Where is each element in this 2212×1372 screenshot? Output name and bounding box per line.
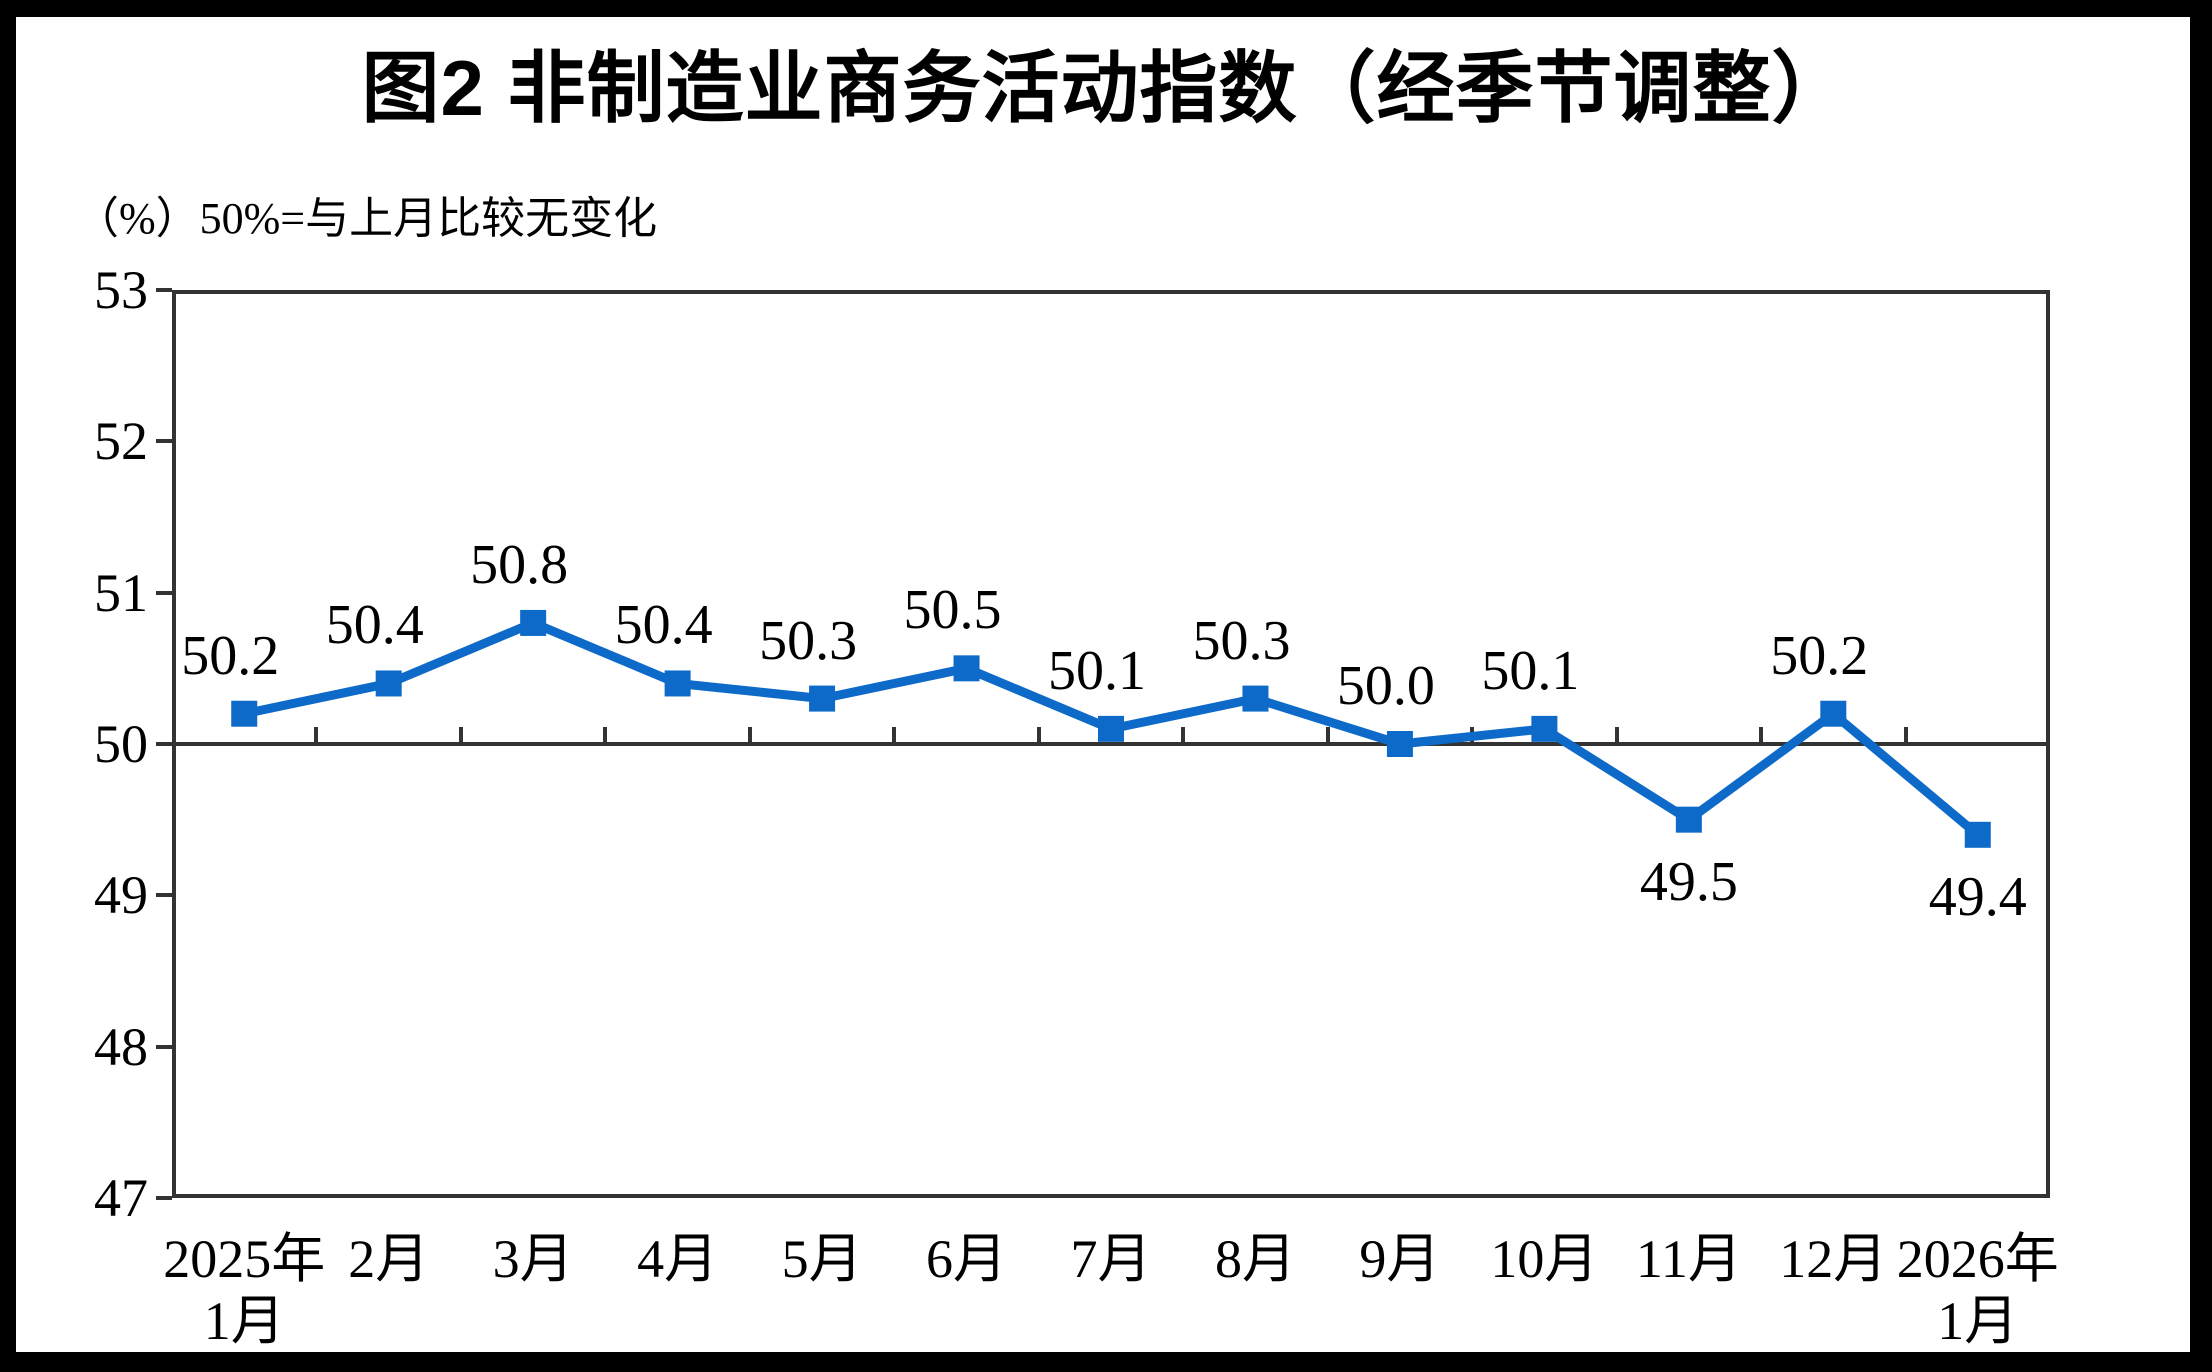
data-point-marker — [1964, 821, 1991, 848]
data-point-label: 50.1 — [1481, 639, 1580, 702]
data-point-marker — [1820, 700, 1847, 727]
x-axis-tick-mark — [1325, 727, 1330, 744]
y-axis-tick-mark — [156, 1044, 172, 1049]
x-axis-label: 4月 — [637, 1229, 719, 1289]
x-axis-label: 2026年 1月 — [1896, 1229, 2059, 1351]
data-point-label: 50.4 — [614, 594, 713, 657]
x-axis-label: 11月 — [1635, 1229, 1742, 1289]
data-point-marker — [809, 685, 836, 712]
x-axis-label: 2月 — [348, 1229, 430, 1289]
data-point-label: 50.1 — [1048, 639, 1146, 702]
data-point-marker — [520, 609, 547, 636]
data-point-label: 50.2 — [181, 624, 280, 687]
x-axis-tick-mark — [1759, 727, 1764, 744]
data-point-marker — [375, 670, 402, 697]
data-point-label: 50.0 — [1336, 655, 1435, 717]
data-point-marker — [1531, 715, 1558, 742]
x-axis-tick-mark — [1614, 727, 1619, 744]
data-point-marker — [231, 700, 258, 727]
x-axis-label: 3月 — [492, 1229, 574, 1289]
y-axis-tick-mark — [156, 288, 172, 292]
data-point-label: 49.4 — [1928, 865, 2027, 928]
data-point-marker — [664, 670, 691, 697]
data-point-label: 49.5 — [1639, 850, 1738, 913]
y-axis-tick-label: 51 — [94, 562, 148, 623]
x-axis-label: 9月 — [1359, 1229, 1441, 1289]
y-axis-tick-label: 50 — [94, 714, 148, 774]
y-axis-tick-label: 52 — [94, 411, 148, 472]
x-axis-label: 6月 — [926, 1229, 1008, 1289]
x-axis-tick-mark — [747, 727, 752, 744]
y-axis-tick-mark — [156, 590, 172, 595]
y-axis-tick-label: 49 — [94, 865, 148, 926]
x-axis-label: 7月 — [1070, 1229, 1152, 1289]
y-axis-tick-label: 47 — [94, 1168, 148, 1228]
x-axis-tick-mark — [1181, 727, 1186, 744]
x-axis-tick-mark — [603, 727, 608, 744]
y-axis-tick-mark — [156, 893, 172, 898]
x-axis-label: 10月 — [1490, 1229, 1599, 1289]
data-point-label: 50.3 — [759, 609, 858, 672]
axis-unit-note: （%）50%=与上月比较无变化 — [75, 194, 658, 243]
y-axis-tick-mark — [156, 439, 172, 444]
y-axis-tick-mark — [156, 742, 172, 746]
data-point-marker — [1242, 685, 1269, 712]
x-axis-tick-mark — [892, 727, 897, 744]
data-point-marker — [1386, 731, 1413, 757]
x-axis-tick-mark — [458, 727, 463, 744]
chart-title: 图2 非制造业商务活动指数（经季节调整） — [361, 44, 1851, 132]
data-point-label: 50.4 — [325, 594, 424, 657]
data-point-marker — [953, 655, 980, 682]
data-point-marker — [1098, 715, 1124, 742]
y-axis-tick-label: 53 — [94, 260, 148, 320]
y-axis-tick-mark — [156, 1196, 172, 1200]
x-axis-tick-mark — [314, 727, 319, 744]
line-series — [231, 609, 1991, 848]
x-axis-tick-mark — [1036, 727, 1041, 744]
data-point-marker — [1675, 806, 1702, 833]
data-point-label: 50.5 — [903, 579, 1002, 642]
data-point-label: 50.3 — [1192, 609, 1291, 672]
x-axis-label: 5月 — [781, 1229, 863, 1289]
x-axis-tick-mark — [1903, 727, 1908, 744]
data-point-label: 50.2 — [1770, 624, 1869, 687]
x-axis-label: 2025年 1月 — [163, 1229, 326, 1351]
x-axis-label: 12月 — [1779, 1229, 1888, 1289]
x-axis-label: 8月 — [1214, 1229, 1296, 1289]
data-point-label: 50.8 — [470, 533, 569, 596]
y-axis-tick-label: 48 — [94, 1016, 148, 1077]
reference-line-50 — [172, 742, 2050, 746]
